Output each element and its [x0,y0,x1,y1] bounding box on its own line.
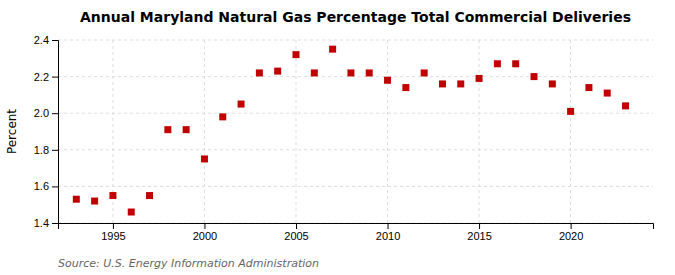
x-axis: 1995 2000 2005 2010 2015 2020 [59,223,654,242]
point [439,80,446,87]
point [585,84,592,91]
y-tick-mark [52,150,58,151]
y-tick-label: 1.4 [34,217,49,229]
point [604,90,611,97]
grid-line-y [58,149,653,150]
point [293,51,300,58]
x-tick-mark [388,223,389,229]
grid-line-x [204,40,205,223]
y-axis: 1.4 1.6 1.8 2.0 2.2 2.4 [34,34,59,229]
point [109,192,116,199]
point [421,69,428,76]
y-tick: 2.4 [34,34,58,46]
point [347,69,354,76]
grid-line-x [570,40,571,223]
point [366,69,373,76]
x-tick-mark [113,223,114,229]
x-tick-label: 2020 [559,230,583,242]
grid-line-x [479,40,480,223]
x-tick-label: 2000 [193,230,217,242]
y-tick-label: 2.0 [34,107,49,119]
point [494,60,501,67]
y-tick-label: 2.2 [34,71,49,83]
grid [58,40,653,223]
point [384,77,391,84]
points [73,46,629,216]
x-tick: 2005 [284,223,308,242]
x-tick-mark [479,223,480,229]
x-tick-label: 2005 [284,230,308,242]
point [219,113,226,120]
point [476,75,483,82]
y-tick: 1.8 [34,144,58,156]
x-tick-label: 2010 [376,230,400,242]
point [183,126,190,133]
point [164,126,171,133]
grid-line-y [58,186,653,187]
plot-area: 1995 2000 2005 2010 2015 2020 1.4 1.6 1.8 2.0 2.2 2… [34,34,654,242]
y-tick-label: 2.4 [34,34,49,46]
y-tick-mark [52,186,58,187]
point [91,198,98,205]
point [622,102,629,109]
annotation: Source: U.S. Energy Information Administ… [58,257,319,270]
grid-line-x [296,40,297,223]
y-tick: 2.2 [34,71,58,83]
x-axis-line [59,224,654,230]
grid-line-y [58,113,653,114]
x-tick-mark [296,223,297,229]
y-tick-label: 1.6 [34,180,49,192]
y-tick: 2.0 [34,107,58,119]
y-axis-line [52,41,59,224]
point [531,73,538,80]
y-tick-mark [52,77,58,78]
x-tick-label: 1995 [101,230,125,242]
y-tick-label: 1.8 [34,144,49,156]
x-tick-label: 2015 [467,230,491,242]
x-tick: 1995 [101,223,125,242]
point [73,196,80,203]
x-tick: 2020 [559,223,583,242]
point [329,46,336,53]
point [311,69,318,76]
point [256,69,263,76]
x-tick-mark [204,223,205,229]
x-tick-mark [571,223,572,229]
x-tick: 2010 [376,223,400,242]
x-tick: 2015 [467,223,491,242]
y-tick-mark [52,113,58,114]
point [146,192,153,199]
y-axis-label: Percent [5,109,19,154]
x-tick: 2000 [193,223,217,242]
y-tick-mark [52,223,58,224]
grid-line-y [58,76,653,77]
y-tick: 1.6 [34,180,58,192]
point [549,80,556,87]
point [128,209,135,216]
point [274,68,281,75]
grid-line-y [58,40,653,41]
y-tick-mark [52,40,58,41]
point [238,101,245,108]
point [201,155,208,162]
chart-svg: 1995 2000 2005 2010 2015 2020 1.4 1.6 1.8 2.0 2.2 2… [0,0,675,275]
point [402,84,409,91]
chart-container: 1995 2000 2005 2010 2015 2020 1.4 1.6 1.8 2.0 2.2 2… [0,0,675,275]
grid-line-x [387,40,388,223]
title: Annual Maryland Natural Gas Percentage T… [80,9,631,25]
point [512,60,519,67]
point [567,108,574,115]
y-tick: 1.4 [34,217,58,229]
point [457,80,464,87]
